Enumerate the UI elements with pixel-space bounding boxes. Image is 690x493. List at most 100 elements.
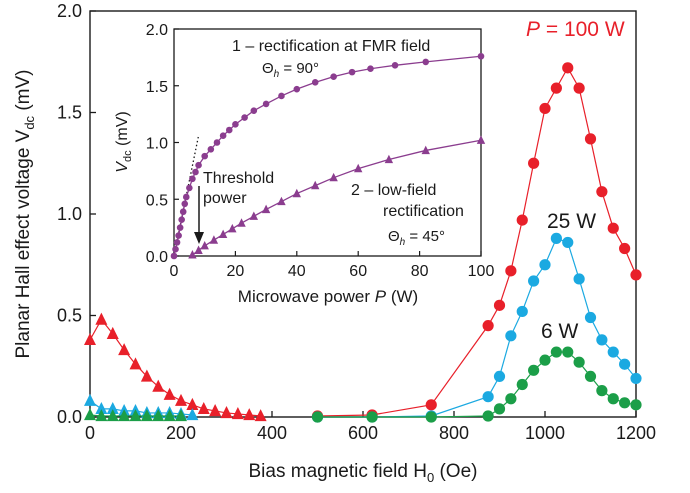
inset-y-tick-label: 1.5 <box>146 79 168 96</box>
main-series-triangle-point <box>84 408 96 421</box>
inset-series-1-point <box>189 175 196 183</box>
inset-series-1-point <box>181 200 189 208</box>
inset-chart: 0 20 40 60 80 100 0.0 0.5 1.0 1.5 2.0 Microwave p… <box>114 22 494 306</box>
main-series-circle-point <box>550 346 562 358</box>
inset-series-1-point <box>241 114 248 121</box>
main-series-triangle-point <box>243 408 256 421</box>
inset-series-2-point <box>228 223 237 233</box>
inset-series-2-point <box>188 250 197 259</box>
main-y-tick-label: 2.0 <box>57 1 82 21</box>
main-series-triangle-point <box>106 401 119 415</box>
annotation-series-2-line1: 2 – low-field <box>351 182 436 199</box>
main-series-circle-point <box>311 411 324 423</box>
inset-series-2-point <box>249 211 259 220</box>
main-series-circle-point <box>505 265 517 277</box>
annotation-series-2-theta-val: = 45° <box>405 228 445 245</box>
main-series-circle-point <box>493 403 506 415</box>
main-series-triangle-point <box>95 401 108 415</box>
main-series-circle-point <box>630 269 642 281</box>
inset-series-2-point <box>354 163 363 173</box>
main-y-axis-title-main: Planar Hall effect voltage V <box>13 129 34 358</box>
main-series-circle-point <box>630 399 642 411</box>
main-series-triangle-point <box>106 326 119 339</box>
inset-series-1-point <box>176 224 184 231</box>
main-series-triangle-point <box>175 393 187 406</box>
main-series-triangle-point <box>186 397 199 410</box>
main-y-tick-label: 1.5 <box>57 103 82 123</box>
main-series-triangle-point <box>140 409 153 422</box>
inset-series-2-point <box>218 229 228 239</box>
main-series-circle-point <box>584 133 597 145</box>
series-label-100w: P = 100 W <box>526 18 625 41</box>
inset-series-1-point <box>330 73 337 80</box>
main-series-triangle-point <box>84 332 96 346</box>
main-x-axis-title: Bias magnetic field H0 (Oe) <box>249 461 478 485</box>
inset-series-1-point <box>175 232 182 239</box>
main-series-triangle-point <box>175 409 187 422</box>
inset-series-1-point <box>170 252 178 260</box>
main-series-circle-point <box>584 370 597 382</box>
series-label-100w-rest: = 100 W <box>540 18 625 41</box>
annotation-series-2-theta-sym: Θ <box>388 228 400 245</box>
main-series-circle-point <box>539 102 551 115</box>
main-series-triangle-point <box>152 379 165 392</box>
main-y-tick-label: 1.0 <box>57 204 82 224</box>
main-x-tick-label: 600 <box>348 423 378 443</box>
main-series-lowfield-line <box>89 400 193 416</box>
inset-series-1-point <box>172 245 179 253</box>
main-series-triangle-point <box>95 312 108 325</box>
main-series-circle-point <box>528 275 540 287</box>
inset-y-axis-title-sub: dc <box>122 150 134 162</box>
main-series-triangle-point <box>163 409 176 422</box>
main-series-triangle-point <box>220 406 233 419</box>
main-series-circle-point <box>573 273 585 285</box>
annotation-series-1-theta-val: = 90° <box>279 60 319 77</box>
annotation-series-1: 1 – rectification at FMR field <box>232 38 430 55</box>
main-series-circle-point <box>505 330 517 342</box>
main-series-circle-point <box>550 232 562 244</box>
main-x-tick-label: 1200 <box>616 423 656 443</box>
main-y-tick-label: 0.5 <box>57 306 82 326</box>
main-series-circle-point <box>596 334 608 346</box>
main-series-circle-point <box>425 411 437 423</box>
inset-y-tick-label: 1.0 <box>146 136 168 153</box>
annotation-series-1-theta: Θh = 90° <box>262 60 319 80</box>
main-series-highfield-line <box>317 351 637 418</box>
inset-x-tick-label: 0 <box>170 263 179 280</box>
inset-series-1-point <box>278 92 285 100</box>
inset-series-group <box>170 52 486 260</box>
main-y-axis-title: Planar Hall effect voltage Vdc (mV) <box>13 69 37 358</box>
inset-x-tick-label: 40 <box>288 263 306 280</box>
main-series-circle-point <box>562 236 574 249</box>
main-series-circle-point <box>425 399 437 411</box>
inset-x-axis-title-p: P <box>375 287 387 306</box>
main-series-circle-point <box>482 410 494 422</box>
main-series-triangle-point <box>106 409 119 422</box>
main-series-circle-point <box>630 372 642 385</box>
inset-x-tick-label: 100 <box>468 263 495 280</box>
main-series-group <box>84 62 642 423</box>
main-x-tick-label: 0 <box>85 423 95 443</box>
main-series-circle-point <box>539 259 551 271</box>
inset-series-1-point <box>422 58 430 66</box>
inset-series-2-point <box>329 172 338 182</box>
inset-series-1-point <box>213 139 221 146</box>
main-x-tick-label: 200 <box>166 423 196 443</box>
main-series-circle-point <box>482 391 494 403</box>
main-series-circle-point <box>596 385 608 397</box>
inset-series-1-point <box>348 68 356 76</box>
inset-series-1-point <box>219 132 227 139</box>
inset-series-2-point <box>421 145 430 155</box>
main-x-axis-title-sub: 0 <box>427 470 434 485</box>
main-series-circle-point <box>550 82 562 94</box>
annotation-series-2-theta: Θh = 45° <box>388 228 445 248</box>
inset-x-axis-title-main: Microwave power <box>238 287 375 306</box>
main-series-circle-point <box>482 320 494 332</box>
inset-series-2-point <box>311 180 320 190</box>
inset-series-1-point <box>293 85 301 93</box>
main-series-triangle-point <box>140 369 153 382</box>
main-x-tick-label: 1000 <box>525 423 565 443</box>
main-series-triangle-point <box>129 409 142 422</box>
inset-series-2-point <box>292 188 301 198</box>
inset-y-tick-label: 2.0 <box>146 22 168 39</box>
